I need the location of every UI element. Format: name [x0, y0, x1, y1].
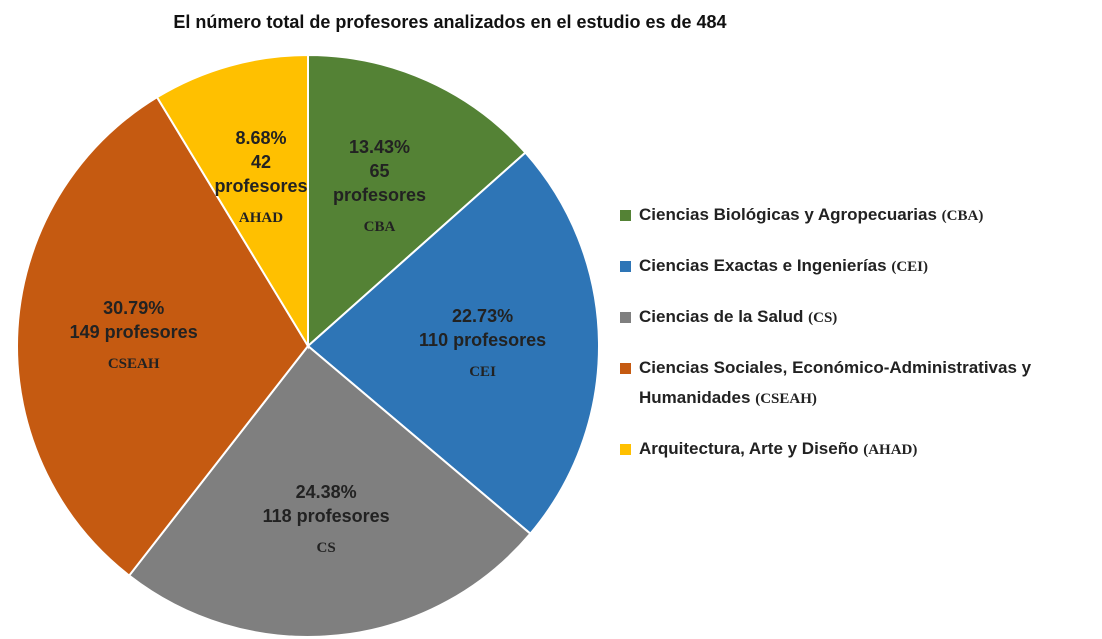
count-label: 110 profesores — [419, 329, 547, 350]
count-label: 65 profesores — [332, 160, 427, 205]
legend-item: Arquitectura, Arte y Diseño (AHAD) — [620, 434, 1090, 465]
legend-swatch — [620, 261, 631, 272]
legend-label: Ciencias Exactas e Ingenierías — [639, 256, 887, 275]
legend-item: Ciencias Exactas e Ingenierías (CEI) — [620, 251, 1090, 282]
chart-title: El número total de profesores analizados… — [173, 12, 727, 32]
legend-text: Ciencias Exactas e Ingenierías (CEI) — [639, 251, 928, 282]
abbreviation-label: CS — [316, 539, 336, 556]
pie-slice — [16, 95, 310, 577]
legend-item: Ciencias Biológicas y Agropecuarias (CBA… — [620, 200, 1090, 231]
legend-swatch — [620, 363, 631, 374]
slice-label: 22.73% 110 profesores CEI — [389, 304, 576, 384]
abbreviation-label: CEI — [469, 363, 496, 380]
legend-swatch — [620, 210, 631, 221]
pie-slice — [155, 53, 309, 350]
percent-label: 22.73% — [452, 305, 514, 326]
slice-label: 30.79% 149 profesores CSEAH — [34, 296, 234, 376]
legend-swatch — [620, 444, 631, 455]
legend-code: (CEI) — [891, 259, 928, 275]
abbreviation-label: CBA — [363, 218, 396, 235]
slice-label: 24.38% 118 profesores CS — [226, 480, 426, 560]
legend-label: Arquitectura, Arte y Diseño — [639, 439, 859, 458]
pie-slice — [127, 344, 532, 638]
percent-label: 13.43% — [348, 136, 411, 157]
count-label: 42 profesores — [214, 151, 308, 196]
count-label: 118 profesores — [262, 505, 390, 526]
pie-slice — [306, 151, 600, 536]
legend-code: (CSEAH) — [755, 391, 817, 407]
legend-text: Ciencias de la Salud (CS) — [639, 302, 837, 333]
legend-text: Arquitectura, Arte y Diseño (AHAD) — [639, 434, 917, 465]
legend-code: (CS) — [808, 310, 838, 326]
percent-label: 30.79% — [103, 297, 165, 318]
legend-label: Ciencias Biológicas y Agropecuarias — [639, 205, 937, 224]
legend-text: Ciencias Sociales, Económico-Administrat… — [639, 353, 1090, 414]
legend-item: Ciencias Sociales, Económico-Administrat… — [620, 353, 1090, 414]
legend-text: Ciencias Biológicas y Agropecuarias (CBA… — [639, 200, 983, 231]
pie-slice — [307, 53, 527, 349]
legend-swatch — [620, 312, 631, 323]
legend-code: (CBA) — [941, 208, 984, 224]
abbreviation-label: CSEAH — [107, 355, 160, 372]
count-label: 149 profesores — [69, 321, 198, 342]
slice-label: 8.68% 42 profesores AHAD — [211, 126, 311, 230]
percent-label: 24.38% — [295, 481, 357, 502]
legend-item: Ciencias de la Salud (CS) — [620, 302, 1090, 333]
abbreviation-label: AHAD — [238, 209, 284, 226]
pie — [16, 53, 600, 638]
percent-label: 8.68% — [235, 127, 287, 148]
legend-label: Ciencias Sociales, Económico-Administrat… — [639, 358, 1032, 407]
legend-code: (AHAD) — [863, 442, 918, 458]
legend: Ciencias Biológicas y Agropecuarias (CBA… — [620, 200, 1090, 485]
slice-label: 13.43% 65 profesores CBA — [324, 135, 434, 239]
legend-label: Ciencias de la Salud — [639, 307, 804, 326]
